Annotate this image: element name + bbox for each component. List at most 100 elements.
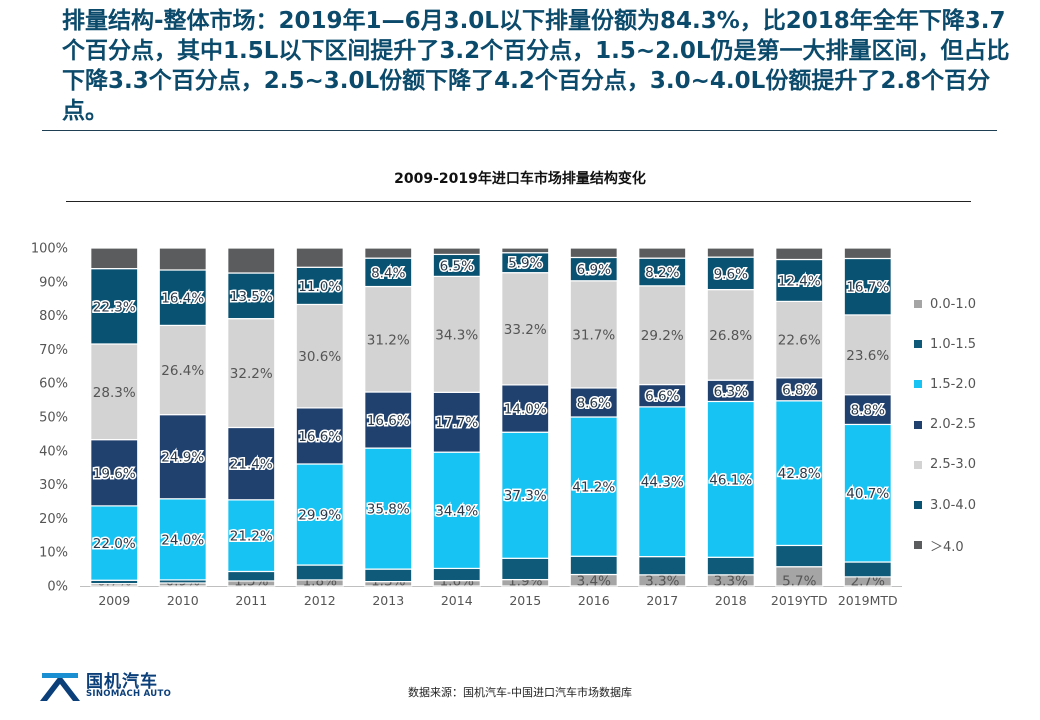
data-label: 14.0% xyxy=(504,402,547,418)
bar-segment xyxy=(364,257,413,288)
bar-segment xyxy=(295,564,344,581)
data-label: 17.7% xyxy=(435,415,478,431)
bar-segment xyxy=(158,324,207,416)
legend-item: 3.0-4.0 xyxy=(914,485,1024,525)
legend-item: ＞4.0 xyxy=(914,525,1024,565)
data-label: 8.8% xyxy=(851,403,885,419)
data-label: 29.9% xyxy=(298,508,341,524)
data-label: 16.6% xyxy=(298,429,341,445)
bar-segment xyxy=(501,247,550,254)
data-label: 16.6% xyxy=(367,413,410,429)
data-label: 6.3% xyxy=(714,384,748,400)
bar-segment xyxy=(638,555,687,576)
data-label: 33.2% xyxy=(504,322,547,338)
data-label: 8.2% xyxy=(645,265,679,281)
data-label: 6.5% xyxy=(440,258,474,274)
bar-segment xyxy=(90,343,139,441)
headline-divider xyxy=(42,130,997,131)
data-label: 31.2% xyxy=(367,332,410,348)
bar-segment xyxy=(364,568,413,583)
bar-segment xyxy=(158,498,207,581)
data-label: 8.6% xyxy=(577,395,611,411)
legend-label: 1.5-2.0 xyxy=(930,376,977,392)
x-tick-label: 2013 xyxy=(372,593,404,608)
legend-swatch xyxy=(914,501,922,510)
bar-segment xyxy=(90,268,139,345)
bar-segment xyxy=(364,285,413,393)
data-label: 41.2% xyxy=(572,480,615,496)
x-tick-label: 2018 xyxy=(715,593,747,608)
bar-segment xyxy=(775,247,824,261)
bar-segment xyxy=(295,463,344,566)
legend-item: 1.5-2.0 xyxy=(914,364,1024,404)
bar-segment xyxy=(775,258,824,303)
data-label: 22.6% xyxy=(778,333,821,349)
legend-item: 2.0-2.5 xyxy=(914,405,1024,445)
data-label: 29.2% xyxy=(641,328,684,344)
bar-segment xyxy=(843,423,892,563)
legend-swatch xyxy=(914,340,922,349)
chart-legend: 0.0-1.0 1.0-1.5 1.5-2.0 2.0-2.5 2.5-3.0 3.0-4… xyxy=(914,284,1024,565)
legend-label: 2.0-2.5 xyxy=(930,417,977,433)
bar-segment xyxy=(227,426,276,501)
bar-segment xyxy=(706,247,755,258)
bar-segment xyxy=(569,555,618,576)
bar-segment xyxy=(843,394,892,426)
bar-segment xyxy=(227,247,276,274)
data-label: 6.9% xyxy=(577,262,611,278)
data-label: 16.7% xyxy=(846,280,889,296)
chart-title-divider xyxy=(66,201,971,202)
data-label: 3.3% xyxy=(714,574,748,590)
data-label: 44.3% xyxy=(641,475,684,491)
y-tick-label: 20% xyxy=(39,512,68,527)
bar-segment xyxy=(432,567,481,582)
data-label: 23.6% xyxy=(846,348,889,364)
y-tick-label: 30% xyxy=(39,478,68,493)
data-label: 3.4% xyxy=(577,574,611,590)
y-tick-label: 100% xyxy=(31,242,68,257)
bar-segment xyxy=(569,387,618,418)
chart-title: 2009-2019年进口车市场排量结构变化 xyxy=(394,171,646,187)
bar-segment xyxy=(569,247,618,259)
legend-label: 1.0-1.5 xyxy=(930,336,977,352)
data-label: 8.4% xyxy=(371,265,405,281)
legend-label: 3.0-4.0 xyxy=(930,497,977,513)
company-logo: 国机汽车 SINOMACH AUTO xyxy=(40,667,210,703)
data-label: 26.8% xyxy=(709,328,752,344)
bar-segment xyxy=(90,247,139,270)
data-label: 22.0% xyxy=(93,536,136,552)
y-tick-label: 80% xyxy=(39,309,68,324)
x-tick-label: 2015 xyxy=(509,593,541,608)
legend-label: 2.5-3.0 xyxy=(930,457,977,473)
bar-segment xyxy=(843,247,892,260)
data-label: 21.4% xyxy=(230,457,273,473)
legend-swatch xyxy=(914,541,922,550)
x-tick-label: 2011 xyxy=(235,593,267,608)
bar-segment xyxy=(364,247,413,259)
y-tick-label: 40% xyxy=(39,444,68,459)
bar-segment xyxy=(432,247,481,256)
data-label: 21.2% xyxy=(230,529,273,545)
bar-segment xyxy=(638,247,687,259)
data-label: 42.8% xyxy=(778,466,821,482)
bar-segment xyxy=(843,257,892,316)
bar-segment xyxy=(364,447,413,570)
x-tick-label: 2010 xyxy=(167,593,199,608)
data-label: 37.3% xyxy=(504,488,547,504)
legend-label: ＞4.0 xyxy=(930,539,964,555)
data-label: 19.6% xyxy=(93,466,136,482)
legend-item: 2.5-3.0 xyxy=(914,445,1024,485)
bar-segment xyxy=(158,414,207,500)
x-tick-label: 2019MTD xyxy=(838,593,898,608)
bar-segment xyxy=(364,391,413,449)
legend-label: 0.0-1.0 xyxy=(930,296,977,312)
data-label: 24.9% xyxy=(161,450,204,466)
bar-segment xyxy=(569,280,618,389)
data-label: 13.5% xyxy=(230,289,273,305)
y-tick-label: 70% xyxy=(39,343,68,358)
x-tick-label: 2017 xyxy=(646,593,678,608)
legend-item: 1.0-1.5 xyxy=(914,324,1024,364)
bar-segment xyxy=(295,303,344,409)
sinomach-logo-icon xyxy=(40,673,80,701)
x-tick-label: 2014 xyxy=(441,593,473,608)
